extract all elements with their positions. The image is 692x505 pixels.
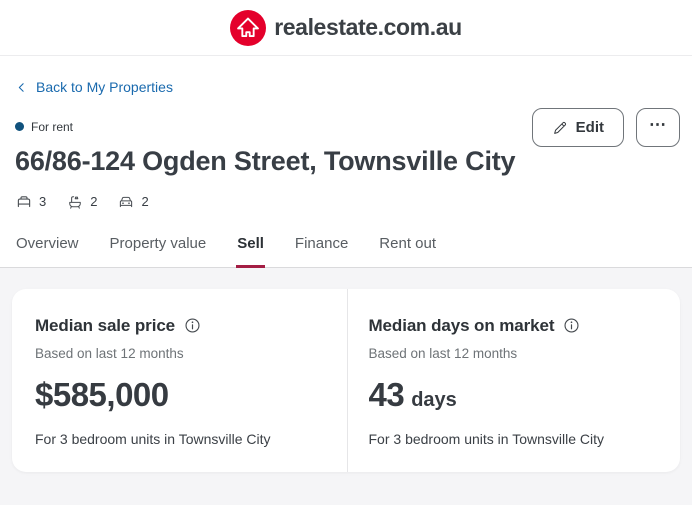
stat-description: For 3 bedroom units in Townsville City bbox=[35, 430, 271, 447]
median-days-on-market-value: 43 bbox=[368, 375, 405, 413]
back-to-properties-link[interactable]: Back to My Properties bbox=[15, 79, 173, 95]
realestate-house-icon bbox=[230, 9, 267, 46]
edit-button[interactable]: Edit bbox=[531, 108, 624, 147]
pencil-icon bbox=[553, 121, 566, 134]
bathrooms-feature: 2 bbox=[66, 193, 97, 211]
property-address-title: 66/86-124 Ogden Street, Townsville City bbox=[15, 145, 516, 176]
bath-icon bbox=[69, 195, 82, 209]
median-sale-price-value: $585,000 bbox=[35, 375, 169, 413]
bed-icon bbox=[17, 195, 31, 207]
tab-rent-out[interactable]: Rent out bbox=[379, 234, 437, 252]
bathrooms-count: 2 bbox=[90, 194, 98, 210]
stat-subtitle: Based on last 12 months bbox=[368, 345, 518, 361]
bedrooms-count: 3 bbox=[39, 194, 47, 210]
stat-description: For 3 bedroom units in Townsville City bbox=[368, 430, 605, 447]
back-link-label: Back to My Properties bbox=[36, 79, 173, 95]
property-header-section: Back to My Properties For rent Edit ⋯ 66… bbox=[0, 56, 692, 268]
stat-title: Median days on market bbox=[368, 315, 555, 335]
tab-property-value[interactable]: Property value bbox=[109, 234, 207, 252]
chevron-left-icon bbox=[18, 82, 24, 92]
tab-sell[interactable]: Sell bbox=[236, 233, 265, 268]
info-icon[interactable] bbox=[184, 317, 201, 334]
property-actions: Edit ⋯ bbox=[531, 108, 680, 147]
bedrooms-feature: 3 bbox=[15, 193, 46, 211]
property-tabs: Overview Property value Sell Finance Ren… bbox=[0, 233, 692, 268]
property-features: 3 2 2 bbox=[15, 193, 677, 211]
logo-text: realestate.com.au bbox=[274, 14, 462, 40]
edit-button-label: Edit bbox=[575, 119, 604, 136]
status-label: For rent bbox=[31, 119, 74, 134]
median-sale-price-panel: Median sale price Based on last 12 month… bbox=[12, 289, 347, 472]
tab-finance[interactable]: Finance bbox=[294, 234, 349, 252]
sell-tab-content: Median sale price Based on last 12 month… bbox=[0, 267, 692, 505]
app-header: realestate.com.au bbox=[0, 0, 692, 56]
market-stats-card: Median sale price Based on last 12 month… bbox=[12, 288, 681, 472]
car-icon bbox=[120, 196, 133, 207]
parking-count: 2 bbox=[141, 194, 149, 210]
realestate-logo[interactable]: realestate.com.au bbox=[230, 9, 462, 46]
median-days-on-market-panel: Median days on market Based on last 12 m… bbox=[346, 288, 681, 472]
parking-feature: 2 bbox=[117, 193, 149, 211]
tab-overview[interactable]: Overview bbox=[16, 234, 79, 252]
more-options-icon: ⋯ bbox=[649, 114, 667, 134]
status-dot bbox=[15, 122, 24, 131]
info-icon[interactable] bbox=[563, 317, 580, 334]
more-options-button[interactable]: ⋯ bbox=[636, 108, 680, 147]
stat-subtitle: Based on last 12 months bbox=[35, 345, 184, 361]
listing-status: For rent bbox=[15, 120, 677, 134]
stat-value-suffix: days bbox=[411, 388, 457, 411]
stat-title: Median sale price bbox=[35, 315, 176, 335]
